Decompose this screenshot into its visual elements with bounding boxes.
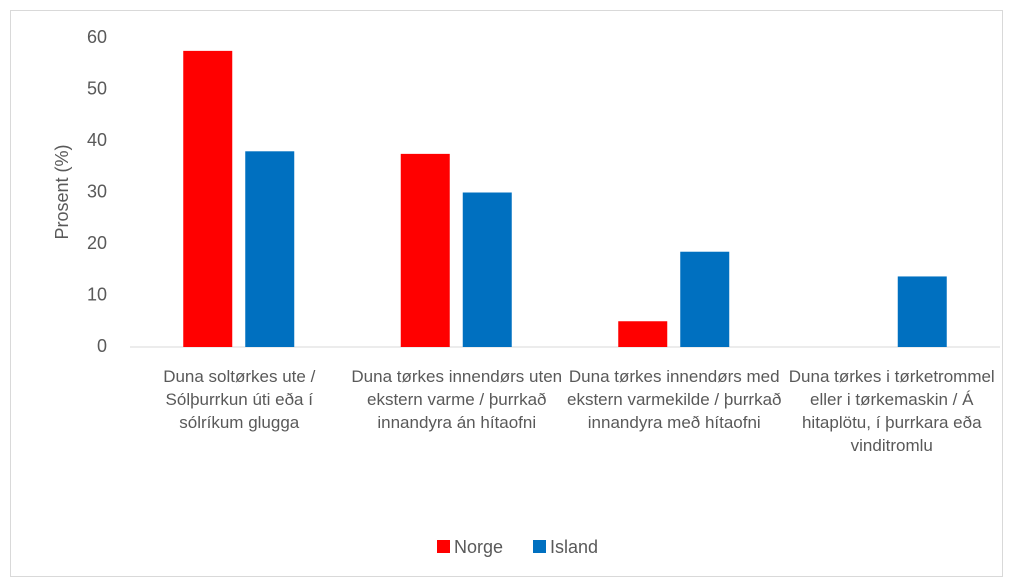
y-axis-label: Prosent (%) [52,144,72,239]
x-tick-label: Duna tørkes innendørs med ekstern varmek… [567,367,782,432]
bar [618,321,668,347]
y-tick-label: 40 [87,130,107,150]
bar [897,276,947,347]
y-tick-label: 30 [87,181,107,201]
legend-swatch [533,540,546,553]
y-tick-label: 20 [87,233,107,253]
bar [183,50,233,347]
bar [245,151,295,347]
y-tick-label: 0 [97,336,107,356]
bar [462,192,512,347]
x-tick-label: Duna tørkes i tørketrommel eller i tørke… [788,367,995,455]
bar [400,153,450,347]
legend-label: Island [550,537,598,557]
y-tick-label: 50 [87,78,107,98]
y-tick-label: 60 [87,27,107,47]
bar [680,251,730,347]
x-tick-label: Duna tørkes innendørs uten ekstern varme… [351,367,563,432]
x-tick-label: Duna soltørkes ute / Sólþurrkun úti eða … [163,367,316,432]
y-tick-label: 10 [87,284,107,304]
legend-swatch [437,540,450,553]
legend-label: Norge [454,537,503,557]
